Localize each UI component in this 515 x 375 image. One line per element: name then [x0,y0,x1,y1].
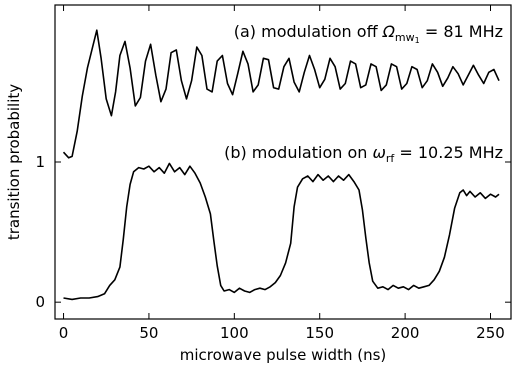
x-tick-label: 250 [476,324,505,342]
annotation-b-prefix: (b) modulation on [224,143,372,162]
x-axis-label: microwave pulse width (ns) [180,346,387,364]
annotation-b-suffix: = 10.25 MHz [394,143,503,162]
x-tick-label: 150 [305,324,334,342]
x-tick-label: 0 [59,324,69,342]
x-tick-label: 50 [139,324,158,342]
annotation-a-suffix: = 81 MHz [420,22,503,41]
y-tick-label: 0 [35,293,45,311]
annotation-b-symbol: ω [372,143,385,162]
y-tick-label: 1 [35,153,45,171]
x-tick-label: 200 [391,324,420,342]
y-axis-ticks: 01 [35,153,511,311]
annotation-a-prefix: (a) modulation off [234,22,383,41]
series-line-a [62,29,500,159]
series-layer [62,29,500,301]
series-line-b [63,162,500,301]
annotation-b: (b) modulation on ωrf = 10.25 MHz [224,143,503,165]
annotation-a: (a) modulation off Ωmw1 = 81 MHz [234,22,503,45]
annotation-b-sub: rf [386,152,396,165]
x-tick-label: 100 [220,324,249,342]
plot-frame [54,4,512,320]
annotation-a-sub: mw [395,31,415,44]
annotation-a-symbol: Ω [382,22,396,41]
annotation-a-sub2: 1 [415,36,420,45]
x-axis-ticks: 0 50 100 150 200 250 [59,5,505,342]
y-axis-label: transition probability [5,84,23,240]
